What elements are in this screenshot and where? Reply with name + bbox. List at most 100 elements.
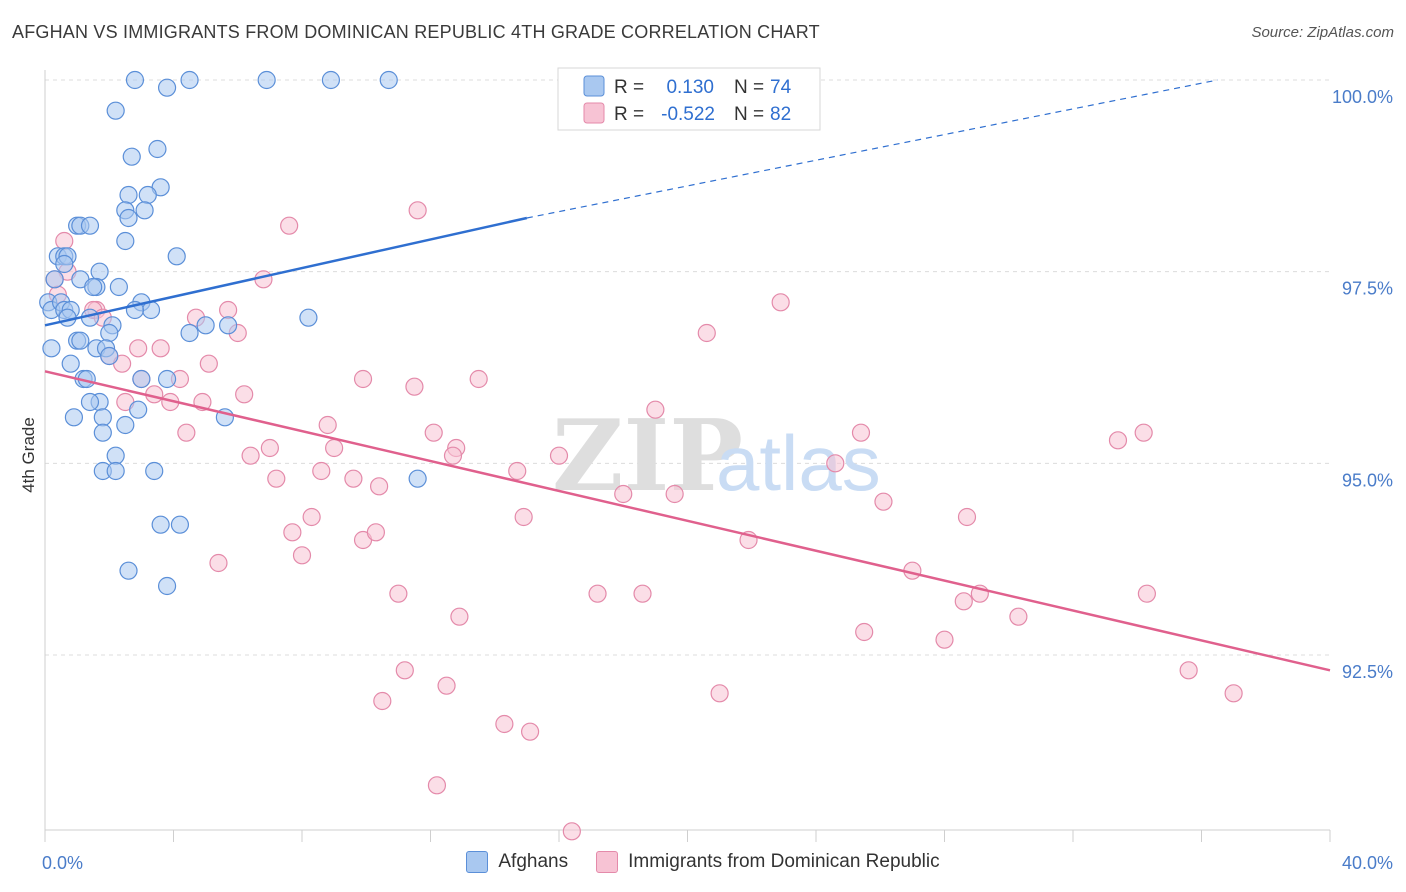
- legend-dominican-n-label: N =: [734, 104, 764, 125]
- afghan-point-5: [379, 70, 398, 90]
- dominican-point-70: [855, 622, 874, 642]
- dominican-point-25: [235, 385, 254, 404]
- afghan-point-17: [80, 216, 100, 235]
- afghan-points: [39, 70, 427, 596]
- dominican-point-54: [957, 507, 977, 527]
- dominican-point-19: [199, 354, 218, 373]
- afghan-point-22: [167, 247, 186, 266]
- dominican-point-2: [280, 216, 299, 235]
- chart-title: AFGHAN VS IMMIGRANTS FROM DOMINICAN REPU…: [12, 22, 820, 42]
- afghan-point-59: [129, 400, 148, 419]
- dominican-point-14: [697, 323, 716, 343]
- dominican-point-39: [325, 438, 344, 458]
- legend-afghans-r-label: R =: [614, 77, 644, 98]
- dominican-point-69: [1009, 607, 1028, 626]
- dominican-point-43: [826, 454, 845, 473]
- dominican-point-46: [508, 461, 527, 481]
- afghan-point-45: [100, 323, 119, 343]
- legend-dominican-r-value: -0.522: [661, 104, 715, 125]
- afghan-point-55: [157, 369, 177, 389]
- dominican-point-57: [366, 523, 385, 542]
- dominican-point-47: [344, 469, 363, 488]
- dominican-point-60: [209, 553, 228, 573]
- afghan-point-12: [135, 201, 154, 220]
- dominican-point-73: [1179, 661, 1198, 680]
- afghan-point-4: [321, 70, 341, 90]
- dominican-points: [45, 201, 1243, 841]
- afghan-point-1: [157, 78, 177, 97]
- dominican-point-53: [514, 507, 533, 527]
- legend-afghans-n-value: 74: [770, 77, 792, 98]
- afghan-point-48: [42, 339, 61, 358]
- dominican-point-1: [408, 201, 427, 220]
- afghan-point-42: [180, 323, 199, 343]
- dominican-point-55: [283, 523, 302, 542]
- correlation-legend: R = 0.130 N = 74 R = -0.522 N = 82: [557, 67, 821, 131]
- dominican-point-51: [874, 492, 893, 511]
- y-tick-label-3: 100.0%: [1332, 87, 1393, 107]
- dominican-point-63: [633, 584, 652, 603]
- afghan-point-72: [119, 561, 138, 580]
- afghan-point-70: [151, 515, 170, 534]
- legend-afghans-r-value: 0.130: [666, 77, 714, 98]
- afghan-point-38: [58, 308, 77, 327]
- afghan-point-66: [145, 461, 164, 481]
- dominican-swatch: [596, 851, 619, 873]
- afghan-point-8: [148, 139, 167, 159]
- y-axis-title: 4th Grade: [19, 417, 38, 493]
- legend-afghans-n-label: N =: [734, 77, 764, 98]
- dominican-point-30: [646, 400, 665, 419]
- afghan-point-43: [196, 316, 215, 335]
- afghan-point-2: [180, 70, 199, 90]
- dominican-point-72: [395, 661, 414, 680]
- dominican-point-32: [851, 423, 871, 442]
- dominican-point-22: [353, 369, 373, 389]
- afghan-point-65: [106, 446, 125, 465]
- dominican-point-62: [588, 584, 607, 603]
- afghans-trend-extension: [526, 79, 1218, 219]
- dominican-trend-line: [44, 370, 1331, 672]
- x-tick-label-0: 0.0%: [42, 853, 83, 873]
- dominican-point-35: [1134, 423, 1153, 442]
- dominican-point-42: [549, 446, 569, 465]
- afghan-point-60: [93, 408, 112, 427]
- legend-afghans-swatch: [583, 75, 605, 97]
- y-tick-label-2: 97.5%: [1342, 279, 1393, 299]
- dominican-point-36: [1108, 431, 1128, 450]
- dominican-point-24: [405, 377, 424, 396]
- dominican-point-68: [450, 607, 469, 626]
- chart-source: Source: ZipAtlas.com: [1251, 24, 1394, 41]
- dominican-point-77: [373, 691, 392, 711]
- series-legend: Afghans Immigrants from Dominican Republ…: [0, 851, 1406, 873]
- afghan-point-52: [61, 354, 80, 373]
- dominican-point-50: [665, 484, 684, 504]
- afghan-point-64: [93, 423, 112, 442]
- dominican-point-67: [954, 592, 973, 611]
- afghan-point-18: [116, 231, 135, 251]
- afghan-point-0: [125, 70, 145, 90]
- afghan-point-69: [408, 469, 427, 488]
- dominican-point-38: [260, 438, 279, 458]
- afghan-point-14: [119, 208, 138, 228]
- afghan-point-73: [157, 576, 177, 596]
- dominican-point-40: [241, 446, 260, 465]
- trend-lines: [44, 79, 1331, 672]
- legend-label-afghans: Afghans: [498, 851, 569, 872]
- dominican-point-80: [427, 776, 447, 795]
- afghan-point-71: [170, 515, 190, 534]
- afghan-point-44: [219, 316, 238, 335]
- dominican-point-49: [614, 484, 633, 504]
- afghan-point-29: [84, 277, 103, 297]
- dominican-point-41: [443, 446, 463, 465]
- afghan-point-7: [122, 147, 141, 166]
- afghan-point-68: [106, 461, 125, 481]
- legend-dominican-n-value: 82: [770, 104, 791, 125]
- afghan-point-47: [71, 331, 90, 350]
- legend-item-afghans[interactable]: Afghans: [466, 851, 568, 873]
- dominican-point-34: [177, 423, 196, 442]
- dominican-point-74: [437, 676, 456, 695]
- watermark-zip: ZIP: [552, 399, 743, 514]
- dominican-point-52: [302, 507, 321, 527]
- legend-item-dominican[interactable]: Immigrants from Dominican Republic: [596, 851, 940, 873]
